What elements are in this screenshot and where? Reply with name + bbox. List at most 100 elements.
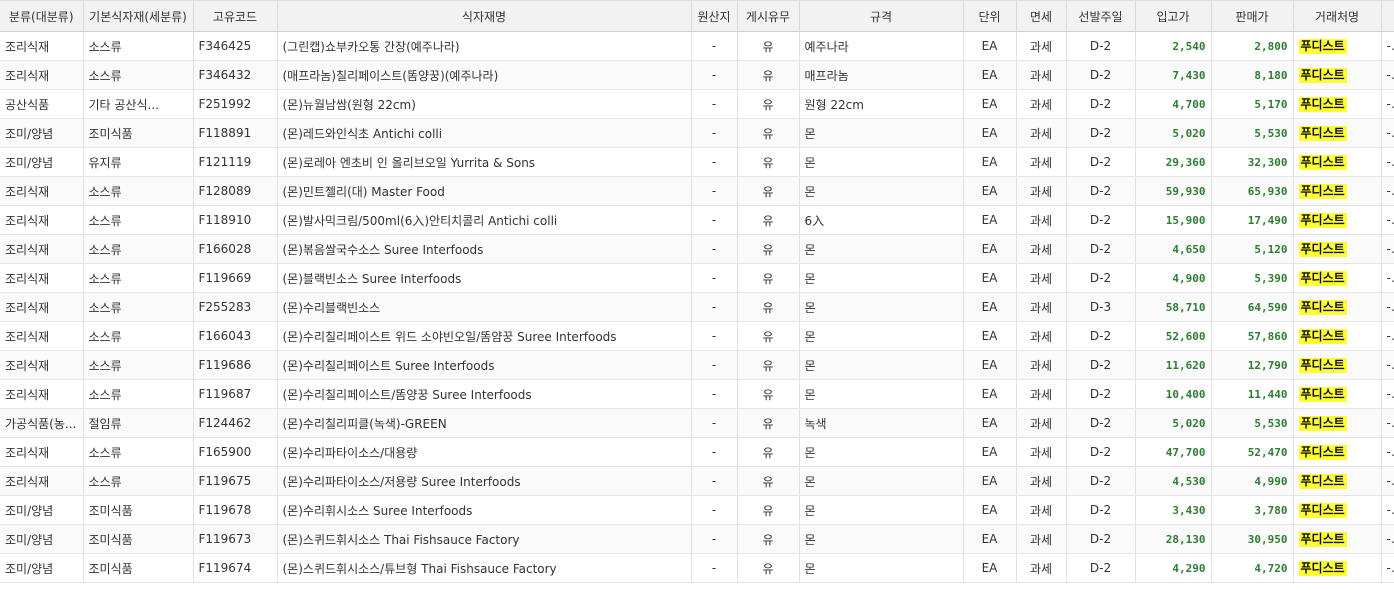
table-row[interactable]: 조리식재 소스류 F118910 (몬)발사믹크림/500ml(6入)안티치콜리 An… (0, 205, 1394, 235)
cell-extra: - (1381, 205, 1394, 235)
cell-sale-price: 5,390 (1211, 263, 1294, 293)
header-vendor[interactable]: 거래처명 (1293, 0, 1382, 32)
cell-code: F118910 (193, 205, 278, 235)
cell-cost-price: 3,430 (1135, 495, 1212, 525)
table-row[interactable]: 조리식재 소스류 F165900 (몬)수리파타이소스/대용량 - 유 몬 EA 과세 D-2 47… (0, 437, 1394, 467)
cell-tax: 과세 (1016, 176, 1067, 206)
table-row[interactable]: 조리식재 소스류 F119687 (몬)수리칠리페이스트/똠양꿍 Suree Inte… (0, 379, 1394, 409)
table-row[interactable]: 조리식재 소스류 F119686 (몬)수리칠리페이스트 Suree Interfoo… (0, 350, 1394, 380)
table-row[interactable]: 조리식재 소스류 F119675 (몬)수리파타이소스/저용량 Suree Inter… (0, 466, 1394, 496)
cell-posted: 유 (737, 379, 800, 409)
header-cost-price[interactable]: 입고가 (1135, 0, 1212, 32)
cell-posted: 유 (737, 437, 800, 467)
cell-sale-price: 5,530 (1211, 118, 1294, 148)
cell-tax: 과세 (1016, 350, 1067, 380)
table-row[interactable]: 조미/양념 조미식품 F119673 (몬)스퀴드휘시소스 Thai Fishsauc… (0, 524, 1394, 554)
cell-item-name: (몬)민트젤리(대) Master Food (277, 176, 692, 206)
cell-tax: 과세 (1016, 89, 1067, 119)
header-origin[interactable]: 원산지 (691, 0, 738, 32)
cell-category: 조미/양념 (0, 495, 84, 525)
cell-vendor: 푸디스트 (1293, 263, 1382, 293)
cell-category: 가공식품(농... (0, 408, 84, 438)
cell-spec: 몬 (799, 350, 964, 380)
cell-lead-day: D-2 (1066, 524, 1136, 554)
cell-unit: EA (963, 89, 1017, 119)
cell-origin: - (691, 176, 738, 206)
cell-category: 조미/양념 (0, 147, 84, 177)
cell-sale-price: 5,170 (1211, 89, 1294, 119)
cell-subcategory: 소스류 (83, 466, 194, 496)
cell-category: 조리식재 (0, 437, 84, 467)
cell-item-name: (몬)수리칠리피클(녹색)-GREEN (277, 408, 692, 438)
table-row[interactable]: 조리식재 소스류 F166028 (몬)볶음쌀국수소스 Suree Interfood… (0, 234, 1394, 264)
cell-extra: - (1381, 118, 1394, 148)
cell-origin: - (691, 437, 738, 467)
cell-tax: 과세 (1016, 321, 1067, 351)
table-row[interactable]: 조리식재 소스류 F166043 (몬)수리칠리페이스트 위드 소야빈오일/똠얌꿍 S… (0, 321, 1394, 351)
header-category[interactable]: 분류(대분류) (0, 0, 84, 32)
cell-unit: EA (963, 205, 1017, 235)
cell-subcategory: 소스류 (83, 205, 194, 235)
cell-lead-day: D-2 (1066, 147, 1136, 177)
cell-category: 조미/양념 (0, 118, 84, 148)
header-extra[interactable] (1381, 0, 1394, 32)
cell-subcategory: 소스류 (83, 234, 194, 264)
cell-category: 조리식재 (0, 321, 84, 351)
cell-category: 조리식재 (0, 263, 84, 293)
cell-spec: 몬 (799, 321, 964, 351)
header-item-name[interactable]: 식자재명 (277, 0, 692, 32)
vendor-badge: 푸디스트 (1298, 125, 1347, 141)
cell-subcategory: 소스류 (83, 292, 194, 322)
cell-lead-day: D-2 (1066, 263, 1136, 293)
cell-code: F119687 (193, 379, 278, 409)
header-subcategory[interactable]: 기본식자재(세분류) (83, 0, 194, 32)
table-row[interactable]: 가공식품(농... 절임류 F124462 (몬)수리칠리피클(녹색)-GREEN - 유… (0, 408, 1394, 438)
header-code[interactable]: 고유코드 (193, 0, 278, 32)
cell-extra: - (1381, 524, 1394, 554)
table-row[interactable]: 조리식재 소스류 F119669 (몬)블랙빈소스 Suree Interfoods -… (0, 263, 1394, 293)
header-tax[interactable]: 면세 (1016, 0, 1067, 32)
cell-sale-price: 3,780 (1211, 495, 1294, 525)
cell-subcategory: 조미식품 (83, 495, 194, 525)
cell-sale-price: 5,120 (1211, 234, 1294, 264)
table-row[interactable]: 조미/양념 조미식품 F119674 (몬)스퀴드휘시소스/튜브형 Thai Fish… (0, 553, 1394, 583)
cell-code: F166028 (193, 234, 278, 264)
cell-code: F346432 (193, 60, 278, 90)
vendor-badge: 푸디스트 (1298, 154, 1347, 170)
cell-tax: 과세 (1016, 31, 1067, 61)
cell-item-name: (매프라놈)칠리페이스트(똠양꿍)(예주나라) (277, 60, 692, 90)
header-lead-day[interactable]: 선발주일 (1066, 0, 1136, 32)
header-sale-price[interactable]: 판매가 (1211, 0, 1294, 32)
table-row[interactable]: 조리식재 소스류 F255283 (몬)수리블랙빈소스 - 유 몬 EA 과세 D-3 58,710… (0, 292, 1394, 322)
table-row[interactable]: 조미/양념 조미식품 F119678 (몬)수리휘시소스 Suree Interfoo… (0, 495, 1394, 525)
cell-subcategory: 소스류 (83, 263, 194, 293)
table-row[interactable]: 공산식품 기타 공산식... F251992 (몬)뉴월남쌈(원형 22cm) - 유 원형… (0, 89, 1394, 119)
table-row[interactable]: 조미/양념 조미식품 F118891 (몬)레드와인식초 Antichi colli -… (0, 118, 1394, 148)
cell-posted: 유 (737, 147, 800, 177)
cell-cost-price: 11,620 (1135, 350, 1212, 380)
table-row[interactable]: 조리식재 소스류 F128089 (몬)민트젤리(대) Master Food - 유 몬 E… (0, 176, 1394, 206)
cell-category: 조리식재 (0, 205, 84, 235)
cell-cost-price: 4,290 (1135, 553, 1212, 583)
table-row[interactable]: 조리식재 소스류 F346425 (그린캡)쇼부카오통 간장(예주나라) - 유 예주나라 E… (0, 31, 1394, 61)
cell-spec: 몬 (799, 466, 964, 496)
cell-code: F119669 (193, 263, 278, 293)
cell-item-name: (몬)수리칠리페이스트/똠양꿍 Suree Interfoods (277, 379, 692, 409)
cell-sale-price: 5,530 (1211, 408, 1294, 438)
header-posted[interactable]: 게시유무 (737, 0, 800, 32)
cell-extra: - (1381, 553, 1394, 583)
cell-sale-price: 8,180 (1211, 60, 1294, 90)
cell-cost-price: 4,900 (1135, 263, 1212, 293)
cell-vendor: 푸디스트 (1293, 118, 1382, 148)
cell-vendor: 푸디스트 (1293, 176, 1382, 206)
table-row[interactable]: 조리식재 소스류 F346432 (매프라놈)칠리페이스트(똠양꿍)(예주나라) - 유 매… (0, 60, 1394, 90)
cell-unit: EA (963, 176, 1017, 206)
cell-item-name: (몬)스퀴드휘시소스 Thai Fishsauce Factory (277, 524, 692, 554)
table-row[interactable]: 조미/양념 유지류 F121119 (몬)로레아 엔초비 인 올리브오일 Yurrit… (0, 147, 1394, 177)
cell-code: F119673 (193, 524, 278, 554)
header-spec[interactable]: 규격 (799, 0, 964, 32)
cell-sale-price: 11,440 (1211, 379, 1294, 409)
cell-subcategory: 소스류 (83, 60, 194, 90)
cell-posted: 유 (737, 263, 800, 293)
header-unit[interactable]: 단위 (963, 0, 1017, 32)
